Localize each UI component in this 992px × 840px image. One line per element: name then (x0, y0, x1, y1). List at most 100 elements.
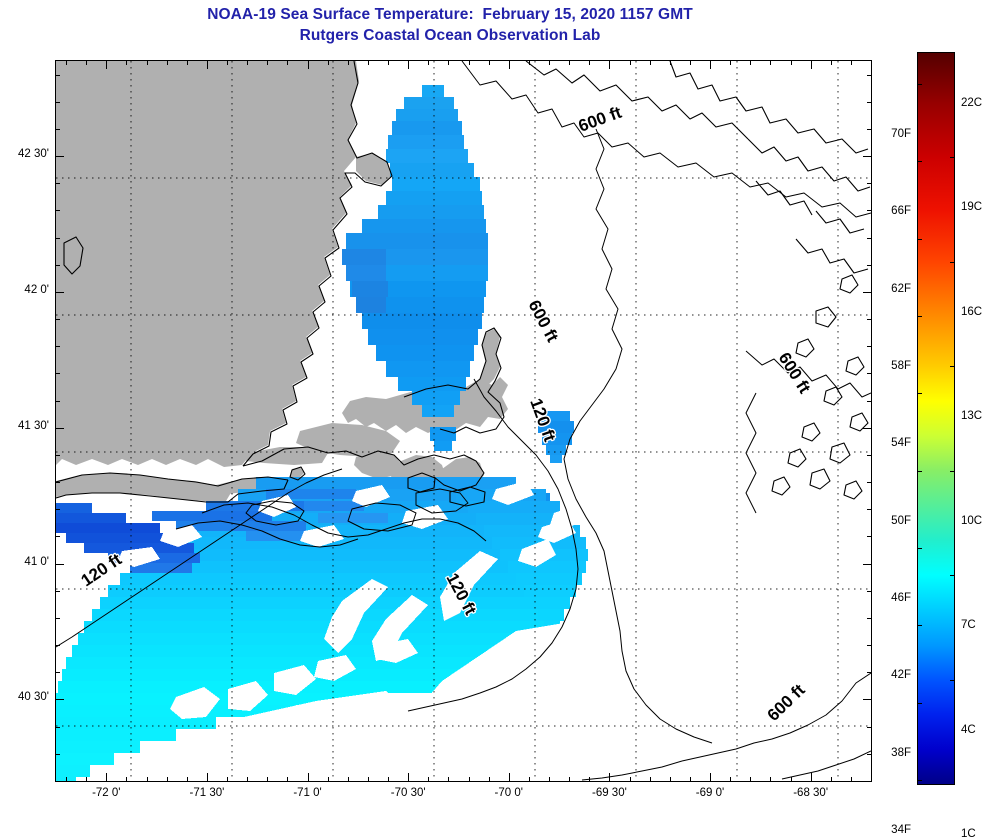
x-tick-bottom (489, 777, 490, 782)
colorbar[interactable]: 70F 66F 62F 58F 54F 50F 46F 42F 38F 34F 22C 19C 16C 1… (891, 52, 982, 840)
y-tick-right (867, 373, 872, 374)
x-tick-bottom (690, 777, 691, 782)
x-tick-bottom (267, 777, 268, 782)
x-tick-top (187, 60, 188, 65)
colorbar-label-celsius: 16C (961, 305, 983, 318)
y-tick-right (867, 591, 872, 592)
x-tick-bottom (831, 777, 832, 782)
x-tick-top (267, 60, 268, 65)
x-tick-top (730, 60, 731, 65)
x-tick-bottom (86, 777, 87, 782)
x-tick-top (167, 60, 168, 65)
sst-map-frame[interactable]: 600 ft 600 ft 600 ft 120 ft 120 ft 120 f… (55, 60, 872, 782)
x-tick-bottom (388, 777, 389, 782)
y-tick-right (867, 319, 872, 320)
x-tick-top (287, 60, 288, 65)
x-axis-label: -71 0' (293, 787, 322, 799)
x-tick-bottom (187, 777, 188, 782)
contour-label-120ft-southwest: 120 ft (78, 550, 126, 591)
x-tick-top (811, 60, 812, 69)
colorbar-tick (917, 393, 922, 395)
y-tick-left (55, 102, 60, 103)
x-tick-top (328, 60, 329, 65)
y-tick-right (867, 346, 872, 347)
y-tick-right (867, 645, 872, 646)
colorbar-label-fahrenheit: 66F (891, 205, 911, 218)
colorbar-tick (917, 470, 922, 472)
x-tick-top (308, 60, 309, 69)
colorbar-tick (917, 780, 922, 782)
x-axis-label: -69 30' (591, 787, 627, 799)
y-tick-right (863, 428, 872, 429)
y-tick-right (867, 727, 872, 728)
y-tick-left (55, 75, 60, 76)
x-tick-top (147, 60, 148, 65)
x-tick-bottom (609, 773, 610, 782)
y-tick-right (867, 754, 872, 755)
title-line-2: Rutgers Coastal Ocean Observation Lab (299, 27, 601, 44)
x-tick-top (549, 60, 550, 65)
colorbar-label-fahrenheit: 34F (891, 824, 911, 837)
colorbar-label-celsius: 19C (961, 201, 983, 214)
x-tick-top (871, 60, 872, 65)
grid-layer (56, 61, 871, 781)
x-tick-top (770, 60, 771, 65)
x-tick-bottom (791, 777, 792, 782)
x-tick-bottom (328, 777, 329, 782)
y-tick-right (867, 482, 872, 483)
y-tick-right (867, 509, 872, 510)
x-tick-top (609, 60, 610, 69)
x-tick-bottom (650, 777, 651, 782)
x-tick-bottom (670, 777, 671, 782)
x-tick-top (791, 60, 792, 65)
colorbar-label-celsius: 10C (961, 514, 983, 527)
figure-title: NOAA-19 Sea Surface Temperature: Februar… (0, 4, 900, 46)
x-tick-top (750, 60, 751, 65)
y-tick-left (55, 754, 60, 755)
x-tick-bottom (167, 777, 168, 782)
colorbar-tick (950, 261, 955, 263)
y-tick-left (55, 618, 60, 619)
x-tick-bottom (207, 773, 208, 782)
x-tick-bottom (348, 777, 349, 782)
y-axis-label: 42 30' (18, 148, 49, 161)
colorbar-label-celsius: 4C (961, 723, 976, 736)
y-tick-right (863, 564, 872, 565)
y-tick-left (55, 509, 60, 510)
x-tick-top (368, 60, 369, 65)
colorbar-tick (917, 83, 922, 85)
x-tick-bottom (247, 777, 248, 782)
x-tick-top (630, 60, 631, 65)
y-tick-right (863, 156, 872, 157)
x-tick-bottom (851, 777, 852, 782)
colorbar-label-fahrenheit: 38F (891, 746, 911, 759)
x-tick-top (529, 60, 530, 65)
x-tick-top (509, 60, 510, 69)
x-tick-top (569, 60, 570, 65)
colorbar-tick (917, 161, 922, 163)
y-tick-right (867, 618, 872, 619)
x-tick-top (408, 60, 409, 69)
colorbar-label-fahrenheit: 70F (891, 127, 911, 140)
y-tick-left (55, 591, 60, 592)
x-tick-top (448, 60, 449, 65)
x-tick-top (831, 60, 832, 65)
x-tick-top (851, 60, 852, 65)
y-tick-right (867, 129, 872, 130)
sst-map-canvas[interactable]: 600 ft 600 ft 600 ft 120 ft 120 ft 120 f… (56, 61, 871, 781)
x-tick-bottom (730, 777, 731, 782)
colorbar-label-fahrenheit: 62F (891, 282, 911, 295)
bathymetry-contour-layer (56, 61, 871, 781)
y-tick-right (867, 455, 872, 456)
x-tick-bottom (589, 777, 590, 782)
x-axis-label: -69 0' (695, 787, 725, 799)
y-tick-left (55, 346, 60, 347)
contour-label-600ft-central: 600 ft (524, 297, 562, 345)
colorbar-gradient (917, 52, 955, 785)
colorbar-tick (917, 625, 922, 627)
x-tick-bottom (529, 777, 530, 782)
colorbar-label-fahrenheit: 50F (891, 514, 911, 527)
x-tick-bottom (227, 777, 228, 782)
x-tick-bottom (871, 777, 872, 782)
x-tick-top (126, 60, 127, 65)
